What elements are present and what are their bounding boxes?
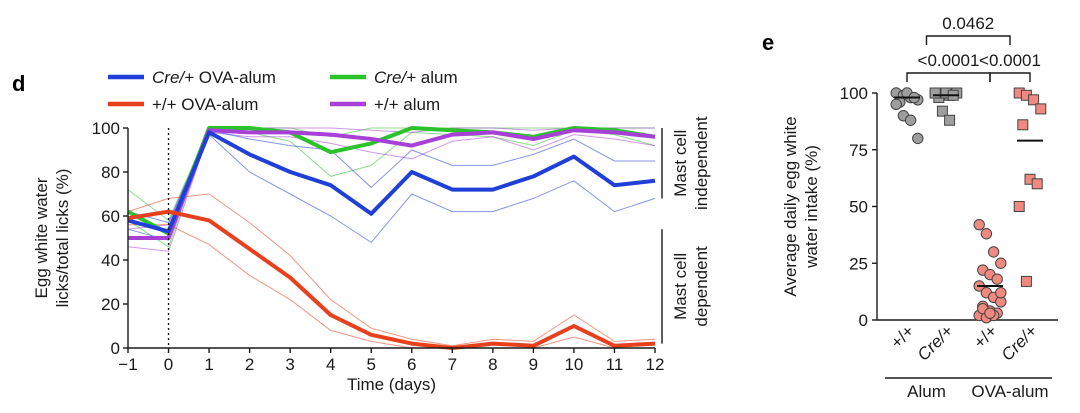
significance-value: <0.0001 — [979, 51, 1041, 70]
x-tick-label-d: 4 — [326, 355, 335, 374]
scatter-chart-categories: +/+Cre/+ +/+Cre/+Alum OVA-alum — [885, 321, 1052, 401]
data-point — [904, 114, 917, 126]
y-axis-label-d-line2: licks/total licks (%) — [53, 169, 72, 308]
scatter-chart-points — [890, 87, 1047, 324]
line-chart-series-lines — [127, 126, 656, 350]
group-label: OVA-alum — [971, 382, 1048, 401]
x-tick-label-d: 0 — [164, 355, 173, 374]
scatter-chart-axes: 0 25 50 75 100 — [840, 84, 1058, 330]
y-tick-label-e: 50 — [849, 198, 868, 217]
data-point — [1020, 275, 1032, 287]
x-tick-label-d: 1 — [204, 355, 213, 374]
y-tick-label-e: 25 — [849, 254, 868, 273]
x-tick-label-d: 2 — [245, 355, 254, 374]
y-axis-label-e-line1: Average daily egg white — [781, 116, 800, 296]
legend-d: Cre/+ OVA-alum +/+ OVA-alum Cre/+ alum +/+ … — [108, 68, 458, 114]
x-tick-label-d: 5 — [366, 355, 375, 374]
line-chart-band-lines — [127, 127, 656, 349]
group-label: Alum — [907, 382, 946, 401]
data-point — [995, 257, 1007, 269]
data-point — [1013, 201, 1025, 212]
line-chart-panel-d: Cre/+ OVA-alum +/+ OVA-alum Cre/+ alum +/+ … — [32, 68, 711, 394]
significance-bracket — [925, 35, 1011, 45]
y-tick-label-e: 75 — [849, 141, 868, 160]
panel-label-e: e — [762, 30, 774, 55]
significance-brackets: <0.0001 <0.0001 0.0462 — [906, 14, 1041, 82]
annotation-label-line1: Mast cell — [671, 253, 690, 320]
data-point — [1031, 178, 1043, 190]
significance-value: <0.0001 — [918, 51, 980, 70]
data-point — [1017, 119, 1029, 131]
series-line — [127, 126, 656, 236]
x-tick-label-d: 11 — [606, 355, 624, 374]
y-tick-label-e: 0 — [859, 311, 868, 330]
x-tick-label-d: 10 — [564, 355, 583, 374]
x-tick-label-d: 12 — [646, 355, 665, 374]
significance-bracket — [989, 72, 1031, 82]
data-point — [991, 273, 1003, 285]
data-point — [980, 228, 993, 240]
y-tick-label-d: 80 — [101, 163, 120, 182]
series-lower-line — [127, 133, 656, 244]
series-line — [127, 209, 656, 350]
annotation-label-line2: independent — [692, 116, 711, 210]
category-label: +/+ — [970, 321, 1001, 352]
data-point — [929, 87, 941, 99]
panel-label-d: d — [12, 71, 25, 96]
data-point — [944, 114, 956, 126]
data-point — [890, 98, 902, 111]
data-point — [912, 132, 924, 145]
legend-entry: +/+ alum — [374, 95, 440, 114]
data-point — [936, 105, 948, 117]
legend-entry: Cre/+ alum — [374, 68, 458, 87]
y-axis-label-e-line2: water intake (%) — [802, 145, 821, 269]
y-tick-label-d: 20 — [101, 295, 120, 314]
legend-entry: Cre/+ OVA-alum — [152, 68, 276, 87]
y-tick-label-d: 60 — [101, 207, 120, 226]
data-point — [984, 307, 996, 319]
data-point — [995, 287, 1007, 299]
series-lower-line — [127, 129, 656, 248]
legend-entry: +/+ OVA-alum — [152, 95, 258, 114]
data-point — [1028, 94, 1040, 106]
y-tick-label-e: 100 — [840, 84, 868, 103]
x-tick-label-d: 3 — [285, 355, 294, 374]
significance-value: 0.0462 — [942, 14, 994, 33]
category-label: +/+ — [887, 321, 918, 352]
data-point — [987, 246, 1000, 258]
x-tick-label-d: 9 — [529, 355, 538, 374]
x-tick-label-d: 8 — [488, 355, 497, 374]
y-axis-label-d-line1: Egg white water — [32, 177, 51, 298]
series-lower-line — [128, 224, 655, 349]
x-tick-label-d: 6 — [407, 355, 416, 374]
significance-bracket — [906, 72, 991, 82]
data-point — [973, 218, 985, 231]
y-tick-label-d: 40 — [101, 251, 120, 270]
category-label: Cre/+ — [998, 321, 1041, 364]
category-label: Cre/+ — [914, 321, 957, 364]
series-line — [127, 130, 656, 234]
y-tick-label-d: 100 — [92, 119, 120, 138]
y-tick-label-d: 0 — [111, 339, 120, 358]
data-point — [1035, 103, 1047, 115]
annotation-label-line2: dependent — [692, 246, 711, 327]
series-line — [128, 128, 656, 240]
series-upper-line — [127, 193, 656, 347]
series-lower-line — [127, 131, 656, 252]
x-tick-label-d: −1 — [118, 355, 137, 374]
annotation-label-line1: Mast cell — [671, 130, 690, 197]
x-axis-label-d: Time (days) — [347, 375, 436, 394]
x-tick-label-d: 7 — [448, 355, 457, 374]
